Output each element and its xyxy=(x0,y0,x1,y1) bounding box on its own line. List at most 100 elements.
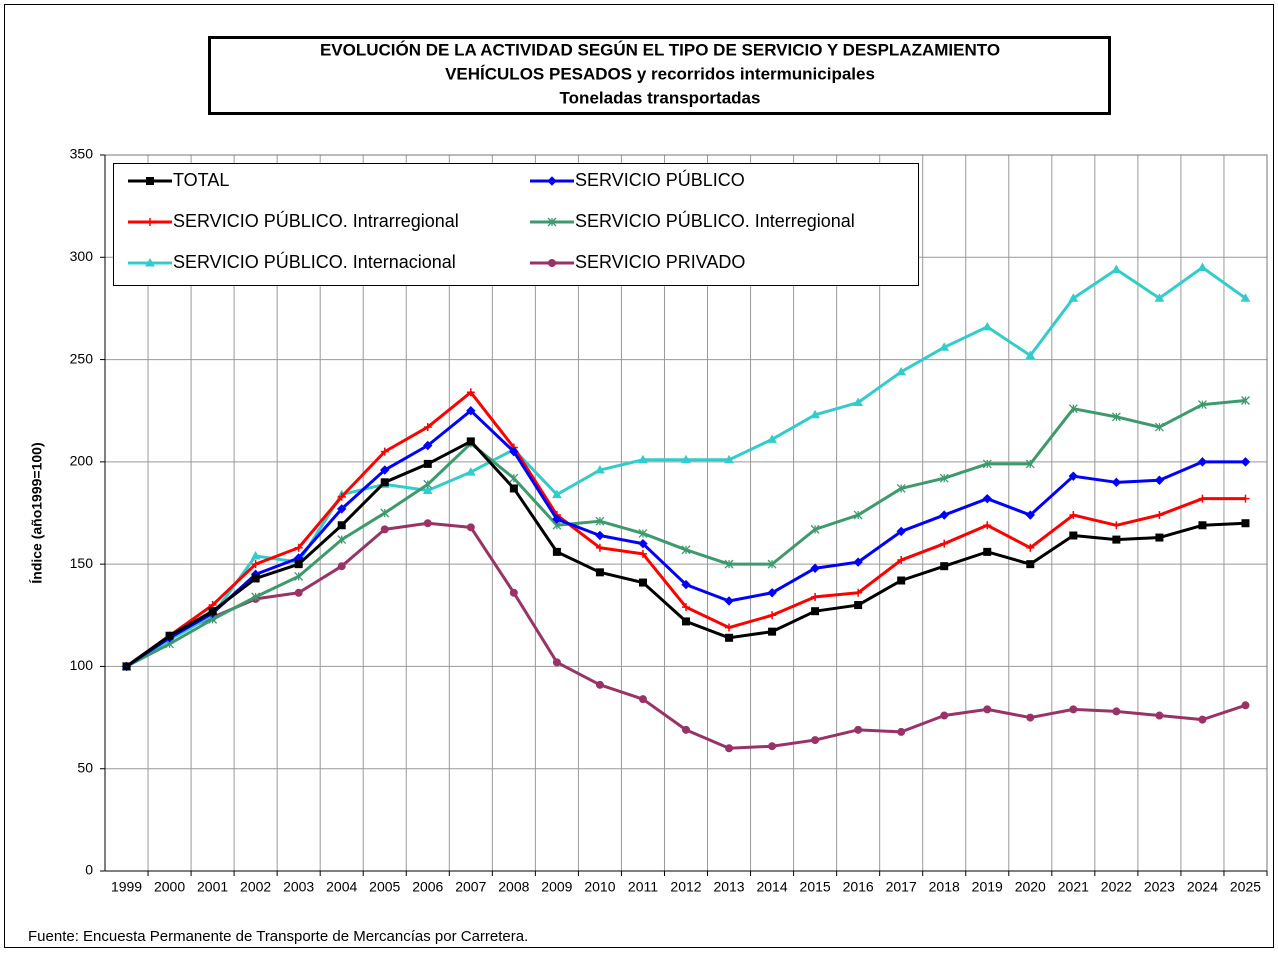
y-tick-label: 150 xyxy=(70,555,94,571)
data-point xyxy=(1069,531,1078,540)
data-point xyxy=(1240,293,1251,302)
data-point xyxy=(940,711,949,720)
data-point xyxy=(380,447,389,456)
data-point xyxy=(853,510,863,520)
data-point xyxy=(811,592,820,601)
data-point xyxy=(294,588,303,597)
data-point xyxy=(465,467,476,476)
data-point xyxy=(1025,510,1036,520)
legend-marker xyxy=(146,177,154,185)
data-point xyxy=(1068,471,1079,481)
x-tick-label: 2011 xyxy=(628,879,658,895)
data-point xyxy=(983,705,992,714)
x-tick-label: 2001 xyxy=(197,879,228,895)
data-point xyxy=(638,578,647,587)
data-point xyxy=(1112,535,1121,544)
x-tick-label: 2019 xyxy=(972,879,1003,895)
data-point xyxy=(638,538,648,549)
data-point xyxy=(509,446,519,457)
data-point xyxy=(1241,701,1250,710)
data-point xyxy=(595,568,604,577)
page-frame xyxy=(4,4,1274,948)
data-point xyxy=(552,514,562,524)
data-point xyxy=(337,492,346,501)
data-point xyxy=(940,539,949,548)
data-point xyxy=(380,525,389,534)
data-point xyxy=(1154,293,1165,302)
y-axis-label: Índice (año1999=100) xyxy=(29,442,45,583)
data-point xyxy=(380,508,390,518)
y-tick-label: 250 xyxy=(70,350,94,366)
x-tick-label: 2007 xyxy=(455,879,486,895)
legend-marker xyxy=(547,176,557,186)
data-point xyxy=(1241,519,1250,528)
series-line xyxy=(125,439,1246,668)
data-point xyxy=(509,588,518,597)
y-tick-label: 350 xyxy=(70,146,94,162)
x-tick-label: 2000 xyxy=(154,879,185,895)
data-point xyxy=(251,592,261,602)
source-note: Fuente: Encuesta Permanente de Transport… xyxy=(28,928,528,945)
legend-label: SERVICIO PRIVADO xyxy=(575,252,745,272)
data-point xyxy=(165,631,174,640)
x-tick-label: 2024 xyxy=(1187,879,1218,895)
data-point xyxy=(122,662,131,671)
data-point xyxy=(811,736,820,745)
x-tick-label: 2012 xyxy=(670,879,701,895)
y-tick-label: 300 xyxy=(70,248,94,264)
data-point xyxy=(466,523,475,532)
data-point xyxy=(552,658,561,667)
data-point xyxy=(725,744,734,753)
data-point xyxy=(380,465,390,475)
data-point xyxy=(1197,262,1208,272)
y-tick-label: 0 xyxy=(85,862,93,878)
data-point xyxy=(251,560,260,569)
data-point xyxy=(1198,521,1207,530)
data-point xyxy=(1197,400,1207,410)
data-point xyxy=(983,521,992,530)
data-point xyxy=(1240,457,1251,467)
data-point xyxy=(595,530,605,541)
x-tick-label: 2009 xyxy=(541,879,572,895)
data-point xyxy=(251,574,260,583)
data-point xyxy=(337,521,346,530)
data-point xyxy=(810,524,820,534)
data-point xyxy=(725,633,734,642)
data-point xyxy=(854,601,863,610)
y-tick-label: 200 xyxy=(70,453,94,469)
data-point xyxy=(1068,404,1078,414)
data-point xyxy=(1241,494,1250,503)
data-point xyxy=(724,559,734,569)
data-point xyxy=(1112,521,1121,530)
data-point xyxy=(422,485,433,494)
x-tick-label: 2008 xyxy=(498,879,529,895)
data-point xyxy=(939,510,949,520)
data-point xyxy=(896,483,906,493)
data-point xyxy=(682,725,690,734)
data-point xyxy=(595,680,604,689)
data-point xyxy=(1069,511,1078,520)
data-point xyxy=(983,547,992,556)
legend-label: SERVICIO PÚBLICO. Intrarregional xyxy=(173,210,459,231)
data-point xyxy=(1025,459,1035,469)
data-point xyxy=(853,397,864,407)
series-line xyxy=(125,398,1246,668)
data-point xyxy=(768,611,777,620)
data-point xyxy=(725,623,734,632)
x-tick-label: 2010 xyxy=(584,879,615,895)
data-point xyxy=(380,478,389,487)
data-point xyxy=(423,479,433,489)
data-point xyxy=(1111,412,1121,422)
x-tick-label: 2018 xyxy=(929,879,960,895)
chart-title: Toneladas transportadas xyxy=(560,88,761,107)
data-point xyxy=(1025,350,1036,359)
data-point xyxy=(939,342,950,351)
series-line xyxy=(125,409,1246,668)
y-tick-label: 100 xyxy=(70,657,94,673)
legend-label: SERVICIO PÚBLICO xyxy=(575,169,745,190)
x-tick-label: 2005 xyxy=(369,879,400,895)
data-point xyxy=(1112,707,1121,716)
data-point xyxy=(896,366,907,376)
data-point xyxy=(1026,560,1035,569)
data-point xyxy=(1155,533,1164,542)
